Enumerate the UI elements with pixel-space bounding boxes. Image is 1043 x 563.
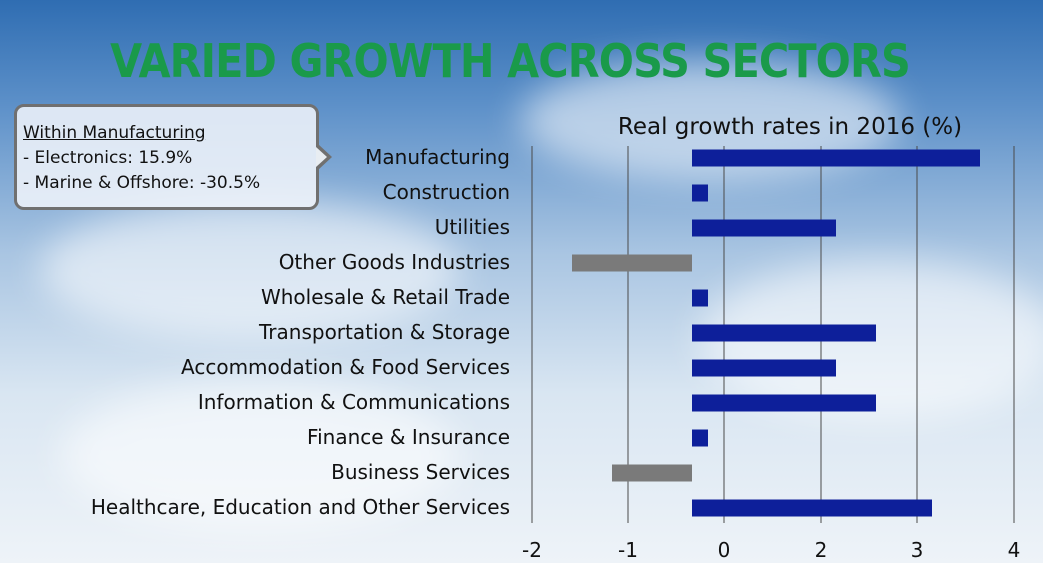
slide-title: VARIED GROWTH ACROSS SECTORS bbox=[110, 34, 911, 88]
chart-bars bbox=[572, 149, 980, 517]
callout-line-marine: - Marine & Offshore: -30.5% bbox=[23, 173, 261, 193]
bar bbox=[692, 394, 876, 412]
callout-line-electronics: - Electronics: 15.9% bbox=[23, 148, 193, 168]
x-tick-label: 3 bbox=[911, 538, 924, 562]
category-labels: Manufacturing Construction Utilities Other … bbox=[91, 145, 510, 519]
x-tick-label: -2 bbox=[522, 538, 542, 562]
x-tick-label: 4 bbox=[1008, 538, 1021, 562]
bar bbox=[692, 289, 708, 307]
bar bbox=[692, 219, 836, 237]
x-axis-ticks: -2 -1 0 2 3 4 bbox=[522, 538, 1020, 562]
callout-heading: Within Manufacturing bbox=[23, 123, 206, 143]
chart-title: Real growth rates in 2016 (%) bbox=[618, 114, 962, 140]
category-label: Wholesale & Retail Trade bbox=[261, 285, 510, 309]
category-label: Manufacturing bbox=[365, 145, 510, 169]
category-label: Healthcare, Education and Other Services bbox=[91, 495, 510, 519]
bar bbox=[692, 149, 980, 167]
category-label: Other Goods Industries bbox=[279, 250, 510, 274]
category-label: Information & Communications bbox=[198, 390, 510, 414]
category-label: Accommodation & Food Services bbox=[181, 355, 510, 379]
category-label: Utilities bbox=[435, 215, 510, 239]
bar bbox=[692, 184, 708, 202]
bar bbox=[572, 254, 692, 272]
x-tick-label: 2 bbox=[815, 538, 828, 562]
bar bbox=[692, 429, 708, 447]
manufacturing-callout: Within Manufacturing - Electronics: 15.9… bbox=[14, 104, 319, 210]
bar bbox=[612, 464, 692, 482]
callout-pointer-fill bbox=[316, 147, 327, 167]
bar bbox=[692, 359, 836, 377]
category-label: Finance & Insurance bbox=[307, 425, 510, 449]
x-tick-label: -1 bbox=[618, 538, 638, 562]
bar bbox=[692, 324, 876, 342]
x-tick-label: 0 bbox=[718, 538, 731, 562]
category-label: Transportation & Storage bbox=[258, 320, 510, 344]
category-label: Construction bbox=[383, 180, 510, 204]
bar bbox=[692, 499, 932, 517]
category-label: Business Services bbox=[331, 460, 510, 484]
